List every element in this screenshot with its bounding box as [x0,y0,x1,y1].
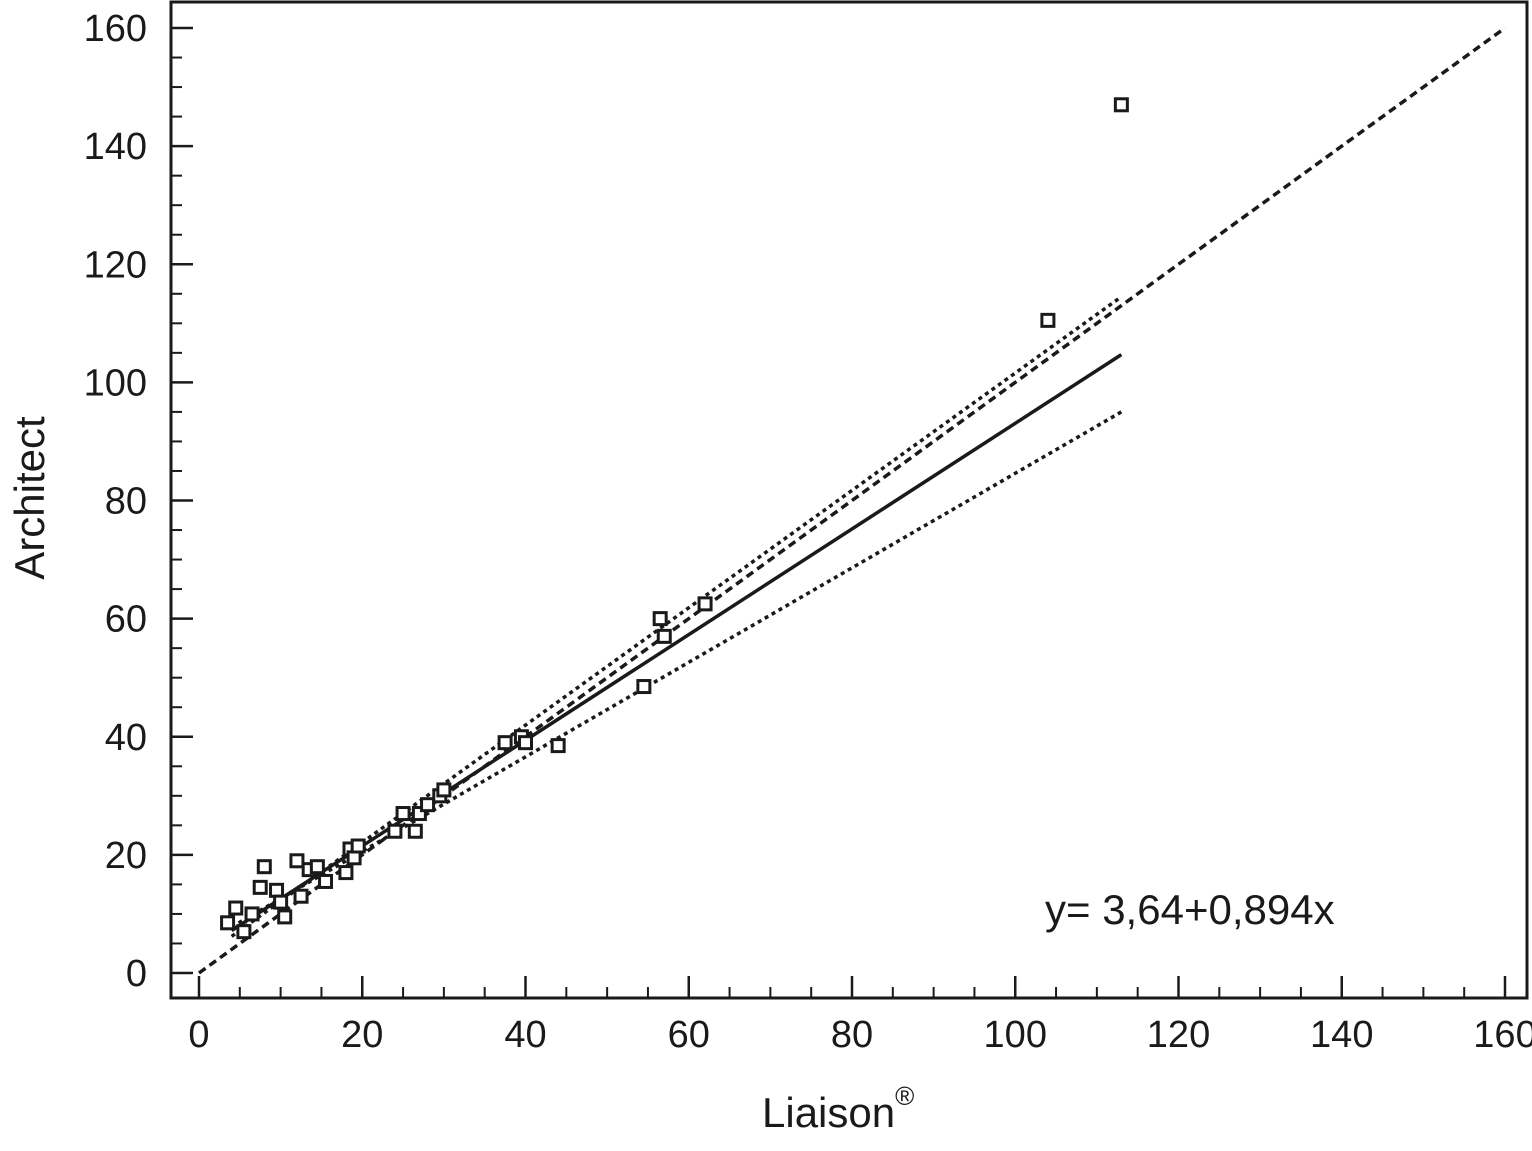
data-point [656,628,672,644]
identity-line [197,26,1507,975]
data-points [220,97,1129,940]
x-tick-label: 20 [341,1014,383,1056]
x-tick-label: 120 [1147,1014,1210,1056]
y-tick-label: 100 [84,362,147,404]
plot-frame [169,0,1529,1000]
minor-ticks [171,56,1466,998]
x-axis-title: Liaison® [762,1081,914,1136]
data-point [518,735,533,751]
x-axis-title-text: Liaison [762,1089,895,1136]
x-tick-label: 100 [984,1014,1047,1056]
major-ticks [171,26,1507,998]
data-point [420,797,436,813]
data-point [318,873,334,889]
x-tick-label: 40 [504,1014,546,1056]
data-point [277,909,293,925]
data-point [346,850,362,866]
data-point [256,859,272,875]
data-point [273,894,289,910]
y-tick-label: 40 [105,717,147,759]
y-tick-label: 120 [84,244,147,286]
data-point [1040,312,1056,328]
x-tick-label: 60 [668,1014,710,1056]
data-point [395,806,411,822]
data-point [652,611,668,627]
x-axis-title-superscript: ® [895,1081,914,1111]
data-point [1113,97,1129,113]
data-point [309,859,325,875]
data-point [436,782,452,798]
confidence-upper-line [230,295,1123,938]
regression-line [230,353,1123,932]
y-tick-label: 20 [105,835,147,877]
data-point [407,823,423,839]
data-point [236,924,252,940]
y-tick-label: 160 [84,8,147,50]
x-tick-label: 140 [1310,1014,1373,1056]
data-point [338,865,354,881]
x-tick-label: 0 [188,1014,209,1056]
tick-labels: 0 20 40 60 80 100 120 140 160 0 20 40 60 80 100 120 140 1… [84,8,1532,1056]
data-point [636,679,652,695]
data-point [228,900,244,916]
data-point [350,838,366,854]
y-tick-label: 0 [126,953,147,995]
data-point [387,823,403,839]
data-point [220,915,236,931]
data-point [497,735,513,751]
x-tick-label: 160 [1473,1014,1532,1056]
reference-lines [197,26,1507,975]
data-point [269,882,285,898]
data-point [244,906,260,922]
y-tick-label: 80 [105,481,147,523]
y-tick-label: 140 [84,126,147,168]
regression-equation: y= 3,64+0,894x [1045,886,1335,933]
data-point [293,888,309,904]
data-point [550,738,566,754]
x-tick-label: 80 [831,1014,873,1056]
data-point [289,853,305,869]
data-point [697,596,713,612]
y-axis-title: Architect [6,416,53,580]
y-tick-label: 60 [105,599,147,641]
data-point [252,879,268,895]
